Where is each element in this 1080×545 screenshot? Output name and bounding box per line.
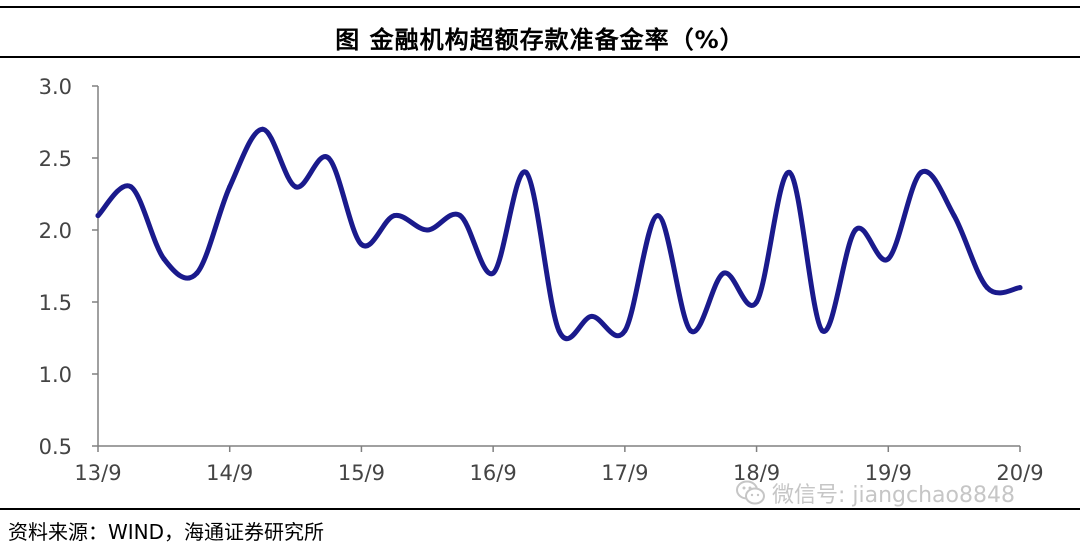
x-tick-label: 19/9: [865, 461, 912, 485]
x-tick-label: 14/9: [206, 461, 253, 485]
x-tick-label: 15/9: [338, 461, 385, 485]
y-tick-label: 2.0: [39, 219, 72, 243]
source-note: 资料来源：WIND，海通证券研究所: [8, 520, 325, 544]
data-point: [885, 256, 891, 262]
x-tick-label: 16/9: [470, 461, 517, 485]
data-point: [194, 270, 200, 276]
data-point: [819, 328, 825, 334]
data-point: [161, 256, 167, 262]
watermark: 微信号: jiangchao8848: [736, 478, 1015, 508]
title-bar: 图 金融机构超额存款准备金率（%）: [0, 6, 1080, 58]
watermark-text: 微信号: jiangchao8848: [772, 483, 1015, 508]
data-point: [852, 227, 858, 233]
data-point: [293, 184, 299, 190]
y-tick-label: 1.5: [39, 291, 72, 315]
source-bar: 资料来源：WIND，海通证券研究所: [0, 508, 1080, 544]
data-point: [556, 328, 562, 334]
data-point: [95, 213, 101, 219]
data-point: [918, 169, 924, 175]
wechat-icon: [736, 480, 765, 505]
y-tick-label: 3.0: [39, 75, 72, 99]
x-tick-label: 17/9: [601, 461, 648, 485]
x-tick-label: 13/9: [74, 461, 121, 485]
data-point: [951, 213, 957, 219]
series-line: [95, 126, 1023, 342]
y-tick-label: 2.5: [39, 147, 72, 171]
data-point: [787, 169, 792, 175]
chart-title: 图 金融机构超额存款准备金率（%）: [335, 26, 745, 54]
data-point: [227, 184, 233, 190]
y-tick-label: 1.0: [39, 363, 72, 387]
data-point: [984, 285, 990, 291]
y-tick-label: 0.5: [39, 435, 72, 459]
data-point: [754, 299, 760, 305]
data-point: [424, 227, 430, 233]
data-point: [1017, 285, 1023, 291]
data-point: [391, 213, 397, 219]
data-point: [260, 126, 266, 132]
data-point: [622, 328, 628, 334]
data-point: [490, 270, 496, 276]
x-tick-label: 18/9: [733, 461, 780, 485]
data-point: [457, 213, 463, 219]
data-point: [721, 270, 727, 276]
data-point: [326, 155, 331, 161]
data-point: [358, 241, 364, 247]
x-tick-label: 20/9: [996, 461, 1043, 485]
data-point: [655, 213, 661, 219]
data-point: [523, 169, 529, 175]
data-point: [589, 313, 595, 319]
data-point: [128, 184, 134, 190]
data-point: [688, 328, 694, 334]
